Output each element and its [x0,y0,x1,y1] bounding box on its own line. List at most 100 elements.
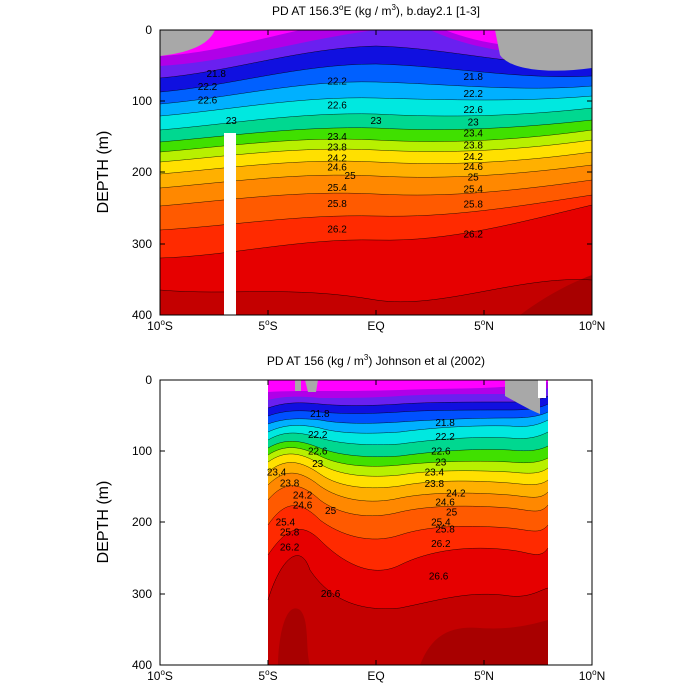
x-axis: 10oS 5oS EQ 5oN 10oN [147,30,605,333]
contour-label: 25 [468,173,480,184]
x-tick-label: 10oS [147,668,173,683]
contour-label: 26.2 [327,225,347,236]
contour-line [267,472,549,502]
contour-labels: 21.822.222.62323.423.824.224.62525.425.8… [267,409,466,600]
contour-label: 21.8 [310,409,330,420]
y-tick-label: 300 [132,237,152,251]
contour-label: 23.4 [463,128,483,139]
contour-label: 24.2 [327,153,347,164]
contour-label: 25 [446,508,458,519]
density-band [268,380,548,392]
y-axis-label: DEPTH (m) [95,131,112,214]
y-tick-label: 0 [145,373,152,387]
y-tick-label: 300 [132,587,152,601]
contour-label: 25.8 [327,199,347,210]
contour-label: 22.2 [308,430,328,441]
contour-label: 23 [370,116,382,127]
panel-bottom-plot-area [267,380,549,665]
contour-label: 21.8 [206,69,226,80]
x-tick-label: 5oS [258,318,277,333]
deep-dense-water [278,608,310,665]
y-tick-label: 0 [145,23,152,37]
panel-bottom: PD AT 156 (kg / m3) Johnson et al (2002) [95,353,605,683]
deep-dense-water [420,620,548,665]
panel-top: PD AT 156.3oE (kg / m3), b.day2.1 [1-3] [95,3,605,333]
y-axis-label: DEPTH (m) [95,481,112,564]
contour-label: 23 [226,116,238,127]
y-tick-label: 400 [132,658,152,672]
missing-data-patch [495,30,592,71]
contour-label: 26.2 [280,542,300,553]
contour-label: 25.4 [431,518,451,529]
contour-label: 25.8 [435,525,455,536]
observed-section [267,380,549,665]
x-tick-label: EQ [367,319,384,333]
contour-label: 23 [468,118,480,129]
contour-label: 26.2 [431,539,451,550]
missing-data-patch [305,380,318,392]
contour-label: 26.6 [321,589,341,600]
contour-line [267,462,549,489]
contour-line [267,403,549,417]
x-tick-label: 5oN [474,318,494,333]
contour-label: 23.8 [327,143,347,154]
y-tick-label: 200 [132,165,152,179]
x-tick-label: 5oN [474,668,494,683]
contour-label: 22.2 [198,82,218,93]
panel-bottom-title: PD AT 156 (kg / m3) Johnson et al (2002) [267,353,485,368]
contour-label: 23.4 [267,468,287,479]
contour-line [160,107,592,131]
contour-label: 22.2 [463,89,483,100]
y-tick-label: 200 [132,515,152,529]
x-tick-label: 10oS [147,318,173,333]
missing-data-column [224,133,236,315]
contour-label: 25.8 [280,528,300,539]
contour-label: 24.2 [463,152,483,163]
contour-line [267,447,549,467]
contour-label: 22.2 [327,76,347,87]
contour-line [267,555,549,609]
contour-line [267,411,549,425]
contour-line [267,485,549,517]
contour-label: 23.8 [425,479,445,490]
contour-label: 25.4 [276,518,296,529]
contour-label: 24.6 [327,163,347,174]
missing-data-patch [505,380,540,414]
x-axis: 10oS 5oS EQ 5oN 10oN [147,380,605,683]
contour-label: 23 [435,458,447,469]
panel-top-title: PD AT 156.3oE (kg / m3), b.day2.1 [1-3] [272,3,480,18]
contour-label: 22.6 [431,446,451,457]
contour-label: 22.6 [198,96,218,107]
contour-line [160,279,592,303]
contour-label: 21.8 [435,418,455,429]
contour-label: 22.6 [463,105,483,116]
y-tick-label: 100 [132,444,152,458]
x-tick-label: EQ [367,669,384,683]
contour-label: 23.4 [327,132,347,143]
contour-line [267,441,549,457]
contour-line [160,81,592,105]
contour-line [267,505,549,540]
missing-data-patch [538,380,546,398]
contour-label: 22.6 [308,446,328,457]
panel-top-plot-area [160,30,592,315]
contour-label: 22.6 [327,101,347,112]
contour-labels: 21.822.222.62322.222.62323.423.824.224.6… [198,69,484,240]
contour-line [267,419,549,434]
contour-label: 23 [312,459,324,470]
contour-label: 24.2 [446,488,466,499]
y-axis: 0 100 200 300 400 DEPTH (m) [95,373,592,672]
x-tick-label: 10oN [579,668,605,683]
contour-label: 25.4 [327,183,347,194]
contour-line [160,95,592,117]
contour-line [267,529,549,571]
contour-label: 26.6 [429,572,449,583]
contour-label: 24.6 [293,500,313,511]
contour-label: 25 [325,506,337,517]
contour-line [267,453,549,477]
contour-line [267,431,549,445]
contour-label: 26.2 [463,230,483,241]
y-axis: 0 100 200 300 400 DEPTH (m) [95,23,592,322]
contour-label: 24.6 [435,498,455,509]
